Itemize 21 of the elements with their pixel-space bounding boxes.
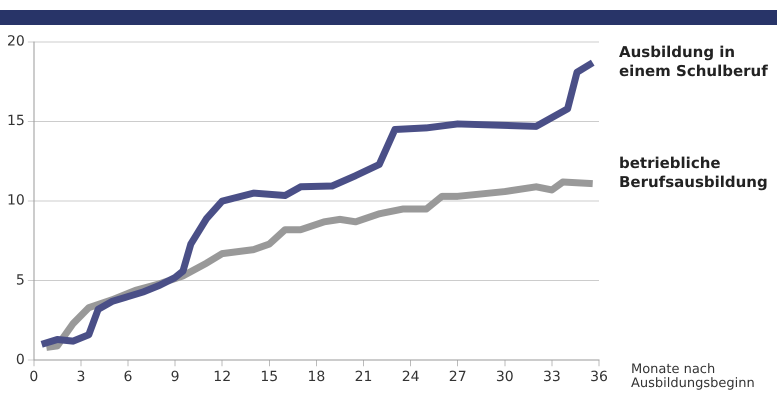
x-tick-label: 6 — [124, 369, 133, 386]
y-tick-label: 5 — [16, 272, 25, 288]
x-tick-label: 33 — [542, 369, 561, 386]
x-tick-label: 0 — [29, 369, 38, 386]
x-tick-label: 36 — [590, 369, 608, 386]
x-tick-label: 30 — [496, 369, 514, 386]
y-tick-label: 10 — [6, 192, 25, 209]
x-tick-label: 18 — [307, 369, 326, 386]
x-tick-label: 27 — [448, 369, 467, 386]
x-tick-label: 12 — [213, 369, 232, 386]
y-tick-label: 0 — [16, 352, 25, 368]
x-axis-title: Monate nach Ausbildungsbeginn — [631, 362, 755, 392]
x-tick-label: 24 — [402, 369, 420, 386]
series-label: Ausbildung in einem Schulberuf — [619, 43, 768, 80]
x-tick-label: 15 — [260, 369, 278, 386]
x-tick-label: 9 — [170, 369, 180, 386]
y-tick-label: 15 — [6, 113, 25, 130]
y-tick-label: 20 — [6, 34, 25, 50]
x-tick-label: 21 — [354, 369, 372, 386]
x-tick-label: 3 — [76, 369, 86, 386]
series-label: betriebliche Berufsausbildung — [619, 154, 768, 191]
